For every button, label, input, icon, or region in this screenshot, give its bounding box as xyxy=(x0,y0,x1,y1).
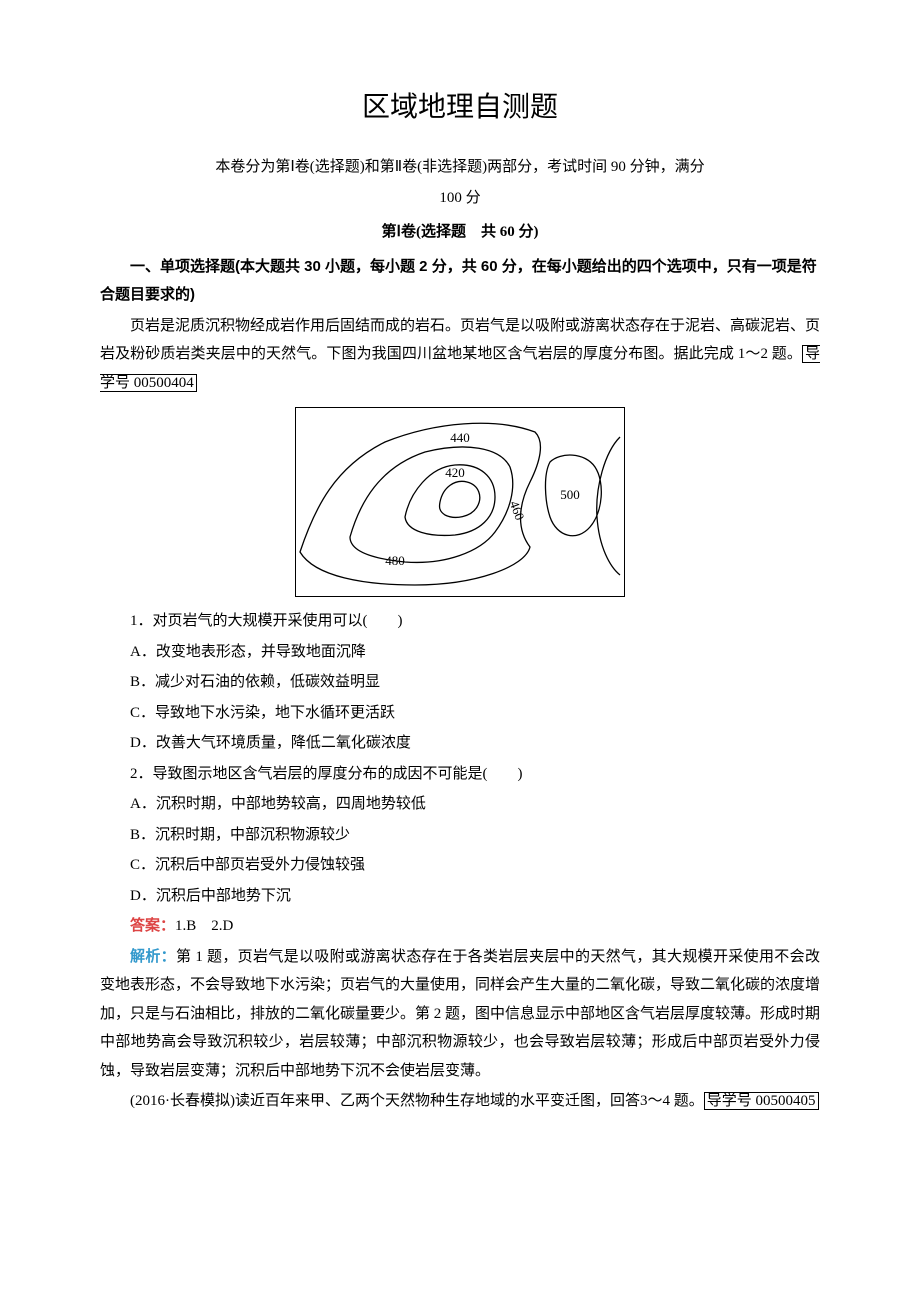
passage-2: (2016·长春模拟)读近百年来甲、乙两个天然物种生存地域的水平变迁图，回答3～… xyxy=(100,1087,820,1116)
q1-option-a: A．改变地表形态，并导致地面沉降 xyxy=(100,638,820,667)
q1-option-b: B．减少对石油的依赖，低碳效益明显 xyxy=(100,668,820,697)
q2-option-a: A．沉积时期，中部地势较高，四周地势较低 xyxy=(100,790,820,819)
contour-label-500: 500 xyxy=(560,487,580,502)
contour-label-480: 480 xyxy=(385,553,405,568)
analysis-text: 第 1 题，页岩气是以吸附或游离状态存在于各类岩层夹层中的天然气，其大规模开采使… xyxy=(100,949,820,1079)
passage-1: 页岩是泥质沉积物经成岩作用后固结而成的岩石。页岩气是以吸附或游离状态存在于泥岩、… xyxy=(100,312,820,398)
q1-option-c: C．导致地下水污染，地下水循环更活跃 xyxy=(100,699,820,728)
page-title: 区域地理自测题 xyxy=(100,80,820,133)
mcq-heading: 一、单项选择题(本大题共 30 小题，每小题 2 分，共 60 分，在每小题给出… xyxy=(100,253,820,310)
passage-1-text: 页岩是泥质沉积物经成岩作用后固结而成的岩石。页岩气是以吸附或游离状态存在于泥岩、… xyxy=(100,318,820,363)
passage-2-text: (2016·长春模拟)读近百年来甲、乙两个天然物种生存地域的水平变迁图，回答3～… xyxy=(130,1093,704,1109)
intro-line-1: 本卷分为第Ⅰ卷(选择题)和第Ⅱ卷(非选择题)两部分，考试时间 90 分钟，满分 xyxy=(100,153,820,182)
contour-label-420: 420 xyxy=(445,465,465,480)
section-1-head: 第Ⅰ卷(选择题 共 60 分) xyxy=(100,218,820,247)
ref-box-2: 导学号 00500405 xyxy=(704,1092,819,1110)
answer-label: 答案： xyxy=(130,918,175,934)
analysis-block: 解析：第 1 题，页岩气是以吸附或游离状态存在于各类岩层夹层中的天然气，其大规模… xyxy=(100,943,820,1086)
intro-line-2: 100 分 xyxy=(100,184,820,213)
contour-label-460: 460 xyxy=(507,499,528,522)
answer-line: 答案：1.B 2.D xyxy=(100,912,820,941)
q2-option-c: C．沉积后中部页岩受外力侵蚀较强 xyxy=(100,851,820,880)
analysis-label: 解析： xyxy=(130,949,176,965)
contour-label-440: 440 xyxy=(450,430,470,445)
q1-option-d: D．改善大气环境质量，降低二氧化碳浓度 xyxy=(100,729,820,758)
q2-option-b: B．沉积时期，中部沉积物源较少 xyxy=(100,821,820,850)
answer-text: 1.B 2.D xyxy=(175,918,233,934)
q1-stem: 1．对页岩气的大规模开采使用可以( ) xyxy=(100,607,820,636)
q2-stem: 2．导致图示地区含气岩层的厚度分布的成因不可能是( ) xyxy=(100,760,820,789)
q2-option-d: D．沉积后中部地势下沉 xyxy=(100,882,820,911)
contour-figure: 440 420 460 500 480 xyxy=(295,407,625,597)
